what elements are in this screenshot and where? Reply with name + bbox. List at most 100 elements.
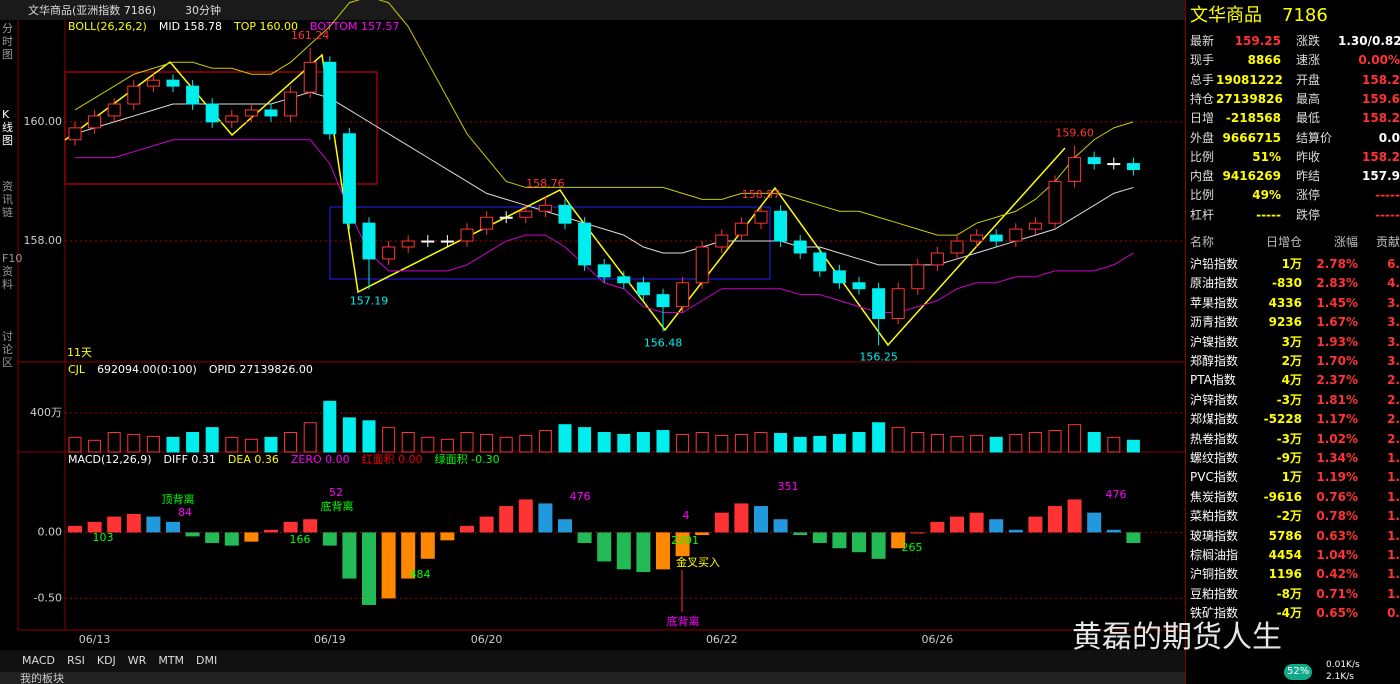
side-panel: 文华商品 7186 <box>1185 0 1400 684</box>
table-cell[interactable]: 螺纹指数 <box>1190 451 1239 465</box>
macd-bar <box>656 532 670 570</box>
table-cell[interactable]: 苹果指数 <box>1190 295 1239 310</box>
volume-bar <box>656 430 670 453</box>
quote-name: 文华商品 <box>1190 5 1262 26</box>
macd-bar <box>577 532 592 543</box>
macd-bar <box>734 503 749 533</box>
candle-body <box>166 79 180 87</box>
table-cell[interactable]: 沥青指数 <box>1190 315 1239 330</box>
table-cell[interactable]: 沪镍指数 <box>1190 334 1239 349</box>
candle-body <box>1087 157 1101 165</box>
table-cell: 4454 <box>1268 548 1302 562</box>
side-tab[interactable]: 资讯链 <box>2 180 13 219</box>
table-cell[interactable]: 棕榈油指 <box>1190 548 1239 562</box>
indicator-tab[interactable]: WR <box>128 654 147 667</box>
macd-bar <box>126 513 141 533</box>
table-cell[interactable]: 玻璃指数 <box>1190 528 1239 543</box>
table-cell[interactable]: 原油指数 <box>1190 276 1239 291</box>
volume-bar <box>1009 433 1023 453</box>
x-tick-label: 06/13 <box>79 633 111 646</box>
volume-bar <box>186 431 200 453</box>
table-cell[interactable]: 沪铜指数 <box>1190 567 1239 582</box>
table-cell: -2万 <box>1276 509 1302 524</box>
table-cell: 2.37% <box>1316 373 1358 388</box>
indicator-tab[interactable]: MACD <box>22 654 55 667</box>
board[interactable]: 我的板块 <box>20 671 64 684</box>
x-tick-label: 06/19 <box>314 633 346 646</box>
table-cell[interactable]: 沪锌指数 <box>1190 392 1239 407</box>
extreme-label: 161.24 <box>291 29 330 42</box>
quote-cell: 49% <box>1252 188 1281 203</box>
boll-line <box>75 139 1134 314</box>
table-cell: 1.04% <box>1316 548 1358 562</box>
table-cell[interactable]: PTA指数 <box>1190 373 1236 388</box>
tab-bar <box>0 650 1185 672</box>
candle-body <box>186 85 200 105</box>
candle-body <box>107 103 121 117</box>
macd-bar <box>891 532 906 549</box>
table-cell: -4万 <box>1276 606 1302 621</box>
side-tab[interactable]: F10资料 <box>2 252 23 291</box>
macd-bar <box>264 529 278 533</box>
candle-body <box>460 228 474 242</box>
table-cell[interactable]: 郑醇指数 <box>1190 354 1239 368</box>
table-cell[interactable]: PVC指数 <box>1190 470 1238 485</box>
volume-bar <box>1048 430 1062 453</box>
candle-body <box>205 103 219 123</box>
macd-bar <box>1106 529 1121 533</box>
table-cell[interactable]: 菜粕指数 <box>1190 509 1239 524</box>
table-cell[interactable]: 铁矿指数 <box>1190 606 1239 621</box>
title-bar <box>0 0 1185 20</box>
volume-bar <box>68 436 82 453</box>
volume-bar <box>950 435 964 453</box>
macd-bar <box>989 519 1004 533</box>
candle-body <box>362 222 376 260</box>
table-cell[interactable]: 郑煤指数 <box>1190 412 1239 427</box>
candle-body <box>1107 163 1121 166</box>
volume-bar <box>891 427 905 453</box>
volume-bar <box>519 434 533 453</box>
macd-bar <box>440 532 455 541</box>
net-up: 0.01K/s <box>1326 660 1360 670</box>
volume-bar <box>342 417 356 453</box>
side-tab[interactable]: 分时图 <box>2 22 13 61</box>
macd-note: 顶背离 <box>162 492 195 506</box>
indicator-tab[interactable]: MTM <box>158 654 184 667</box>
indicator-tab[interactable]: DMI <box>196 654 217 667</box>
candle-body <box>1126 163 1140 171</box>
table-cell: -9616 <box>1263 489 1302 504</box>
indicator-tab[interactable]: KDJ <box>97 654 116 667</box>
table-cell: 9236 <box>1268 315 1302 330</box>
candle-body <box>793 240 807 254</box>
table-cell[interactable]: 沪铅指数 <box>1190 257 1239 271</box>
table-cell: -5228 <box>1263 412 1302 427</box>
side-tab[interactable]: K线图 <box>2 108 13 147</box>
indicator-tab[interactable]: RSI <box>67 654 85 667</box>
macd-bar <box>1067 499 1082 533</box>
volume-bar <box>88 439 102 453</box>
macd-bar <box>342 532 357 579</box>
table-cell: 1.17% <box>1316 412 1358 427</box>
side-tab[interactable]: 讨论区 <box>2 330 13 369</box>
indicator-label: TOP 160.00 <box>233 20 298 33</box>
candle-body <box>440 240 454 243</box>
table-cell[interactable]: 热卷指数 <box>1190 431 1239 446</box>
table-cell: 1. <box>1387 548 1400 562</box>
volume-bar <box>970 434 984 453</box>
table-cell[interactable]: 豆粕指数 <box>1190 586 1239 601</box>
period[interactable]: 30分钟 <box>185 3 221 17</box>
macd-bar <box>283 521 298 533</box>
battery: 52% <box>1284 664 1313 680</box>
table-cell: 0.78% <box>1316 509 1358 524</box>
volume-bar <box>284 431 298 453</box>
macd-bar <box>1126 532 1141 543</box>
quote-cell: 昨收 <box>1296 149 1321 164</box>
table-cell: 3. <box>1387 295 1400 310</box>
macd-note: 84 <box>178 506 192 519</box>
extreme-label: 156.48 <box>644 337 683 350</box>
x-tick-label: 06/20 <box>471 633 503 646</box>
volume-bar <box>832 433 846 453</box>
watermark: 黄磊的期货人生 <box>1072 620 1282 655</box>
table-cell[interactable]: 焦炭指数 <box>1190 489 1239 504</box>
table-cell: 1.02% <box>1316 431 1358 446</box>
